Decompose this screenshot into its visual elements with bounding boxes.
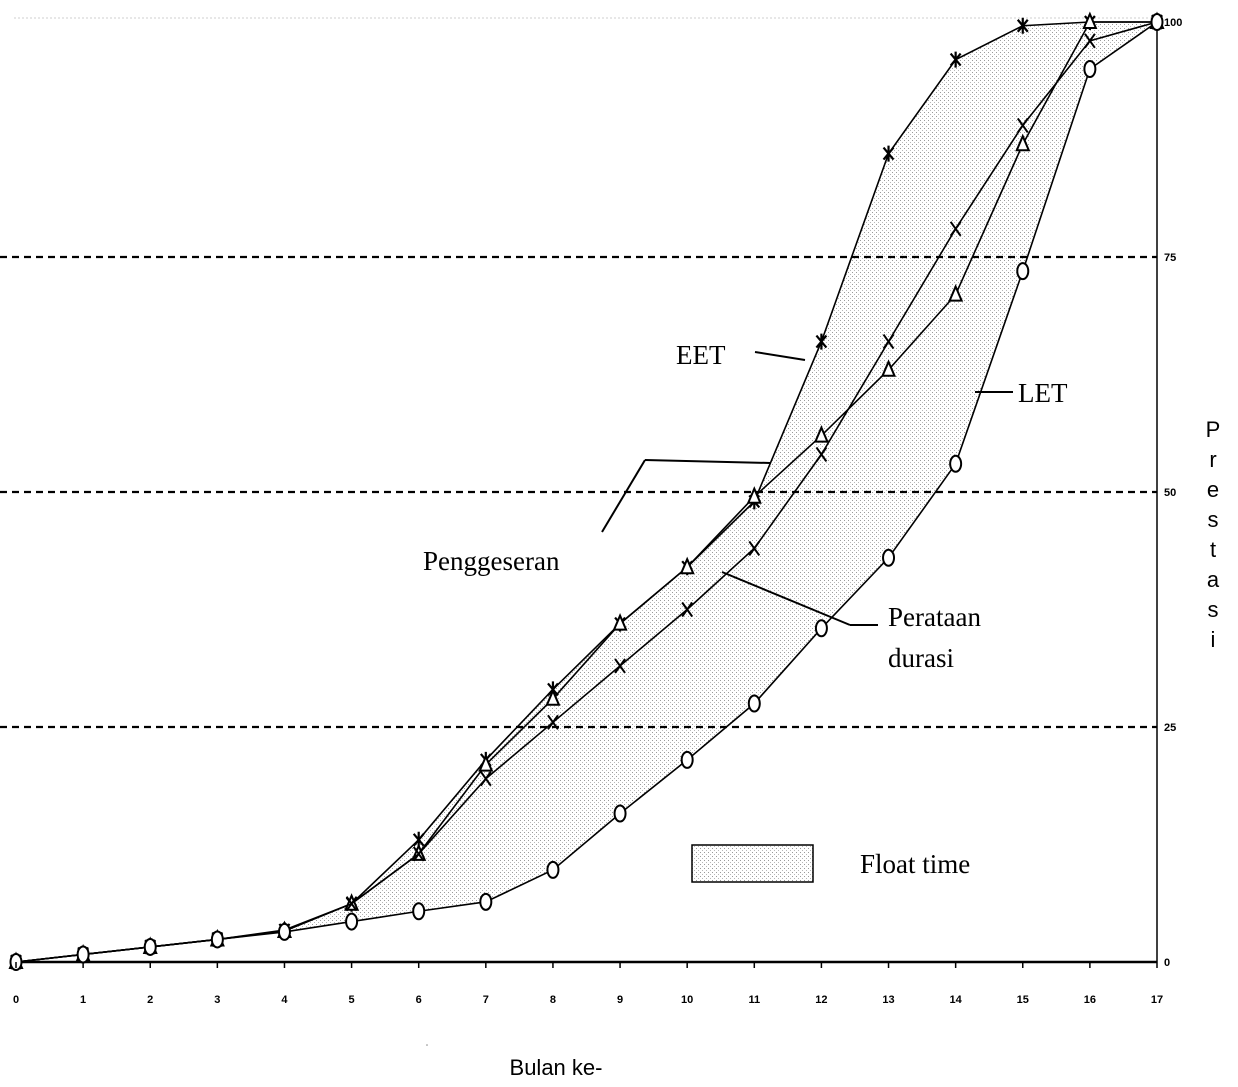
- x-tick-label-12: 12: [815, 994, 827, 1006]
- x-tick-label-3: 3: [214, 994, 220, 1006]
- point-circle-6: [412, 902, 426, 921]
- eet-leader-line: [754, 351, 806, 361]
- y-axis-title-letter: s: [1208, 597, 1219, 622]
- x-tick-label-16: 16: [1084, 994, 1096, 1006]
- x-tick-label-9: 9: [617, 994, 623, 1006]
- x-tick-label-10: 10: [681, 994, 693, 1006]
- x-tick-label-15: 15: [1017, 994, 1029, 1006]
- y-tick-label-25: 25: [1164, 722, 1176, 734]
- point-triangle-12: [813, 425, 829, 443]
- y-tick-label-0: 0: [1164, 957, 1170, 969]
- y-axis-title-letter: s: [1208, 507, 1219, 532]
- point-star-14: [949, 51, 962, 68]
- point-circle-7: [479, 892, 493, 911]
- point-triangle-14: [948, 284, 964, 302]
- series-group: [8, 11, 1165, 971]
- y-axis-title-letter: i: [1211, 627, 1216, 652]
- penggeseran-leader-line: [644, 459, 771, 464]
- point-x-9: [614, 658, 626, 674]
- y-axis-title-letter: P: [1206, 417, 1221, 442]
- point-x-13: [882, 334, 895, 350]
- point-triangle-7: [478, 754, 494, 772]
- legend-label: Float time: [860, 849, 970, 879]
- point-circle-3: [210, 930, 224, 949]
- point-x-11: [748, 540, 761, 556]
- point-triangle-15: [1015, 133, 1031, 152]
- point-triangle-16: [1082, 11, 1098, 29]
- point-x-14: [949, 221, 962, 237]
- x-tick-label-2: 2: [147, 994, 153, 1006]
- point-triangle-8: [545, 688, 561, 706]
- y-axis-title-letter: a: [1207, 567, 1220, 592]
- point-circle-2: [143, 937, 157, 956]
- perataan-leader-line: [721, 571, 851, 626]
- x-tick-label-6: 6: [416, 994, 422, 1006]
- point-circle-17: [1150, 13, 1164, 31]
- point-circle-11: [747, 694, 761, 713]
- x-tick-label-1: 1: [80, 994, 86, 1006]
- x-tick-label-5: 5: [349, 994, 355, 1006]
- point-circle-9: [613, 804, 627, 823]
- stray-dot: [426, 1044, 428, 1046]
- x-axis-title: Bulan ke-: [510, 1055, 603, 1080]
- y-tick-label-75: 75: [1164, 252, 1176, 264]
- x-tick-label-7: 7: [483, 994, 489, 1006]
- point-circle-12: [814, 619, 828, 638]
- let-label: LET: [1018, 378, 1068, 408]
- point-circle-5: [345, 912, 359, 931]
- point-circle-15: [1016, 262, 1030, 281]
- point-star-12: [815, 333, 828, 350]
- point-triangle-11: [746, 486, 762, 504]
- point-triangle-10: [679, 556, 695, 575]
- x-tick-label-0: 0: [13, 994, 19, 1006]
- x-tick-label-4: 4: [281, 994, 288, 1006]
- point-circle-10: [680, 750, 694, 769]
- point-circle-4: [277, 922, 291, 941]
- penggeseran-slash-line: [601, 459, 646, 533]
- durasi-label: durasi: [888, 643, 954, 673]
- y-axis-title-letter: r: [1209, 447, 1216, 472]
- point-triangle-13: [881, 359, 897, 377]
- y-axis-title-letter: e: [1207, 477, 1219, 502]
- point-circle-1: [76, 945, 90, 964]
- point-x-6: [412, 846, 425, 862]
- x-tick-label-13: 13: [882, 994, 894, 1006]
- point-triangle-9: [612, 613, 628, 631]
- gridlines: [0, 255, 1157, 729]
- legend-swatch: [691, 844, 814, 883]
- eet-label: EET: [676, 340, 726, 370]
- point-star-15: [1016, 17, 1029, 34]
- x-tick-labels: 0 1 2 3 4 5 6 7 8 9 10 11 12 13 14 15 16 17: [13, 962, 1163, 1006]
- x-tick-label-8: 8: [550, 994, 556, 1006]
- float-time-area: [16, 22, 1157, 962]
- y-tick-label-100: 100: [1164, 17, 1182, 29]
- point-circle-8: [546, 860, 560, 879]
- point-circle-16: [1083, 60, 1097, 78]
- point-x-8: [547, 714, 559, 730]
- point-x-15: [1016, 117, 1029, 133]
- x-tick-label-14: 14: [950, 994, 963, 1006]
- y-tick-label-50: 50: [1164, 487, 1176, 499]
- series-circle-line: [15, 21, 1158, 963]
- y-tick-labels: 0 25 50 75 100: [1164, 17, 1182, 969]
- point-x-12: [815, 446, 828, 462]
- point-x-16: [1084, 33, 1096, 49]
- point-x-5: [345, 896, 358, 912]
- penggeseran-label: Penggeseran: [423, 546, 560, 576]
- point-circle-14: [949, 454, 963, 473]
- perataan-label: Perataan: [888, 602, 981, 632]
- point-x-7: [480, 771, 492, 787]
- x-tick-label-11: 11: [748, 994, 760, 1006]
- point-circle-13: [882, 548, 896, 567]
- point-x-10: [681, 601, 693, 618]
- x-tick-label-17: 17: [1151, 994, 1163, 1006]
- point-star-13: [882, 145, 895, 162]
- y-axis-title-letter: t: [1210, 537, 1216, 562]
